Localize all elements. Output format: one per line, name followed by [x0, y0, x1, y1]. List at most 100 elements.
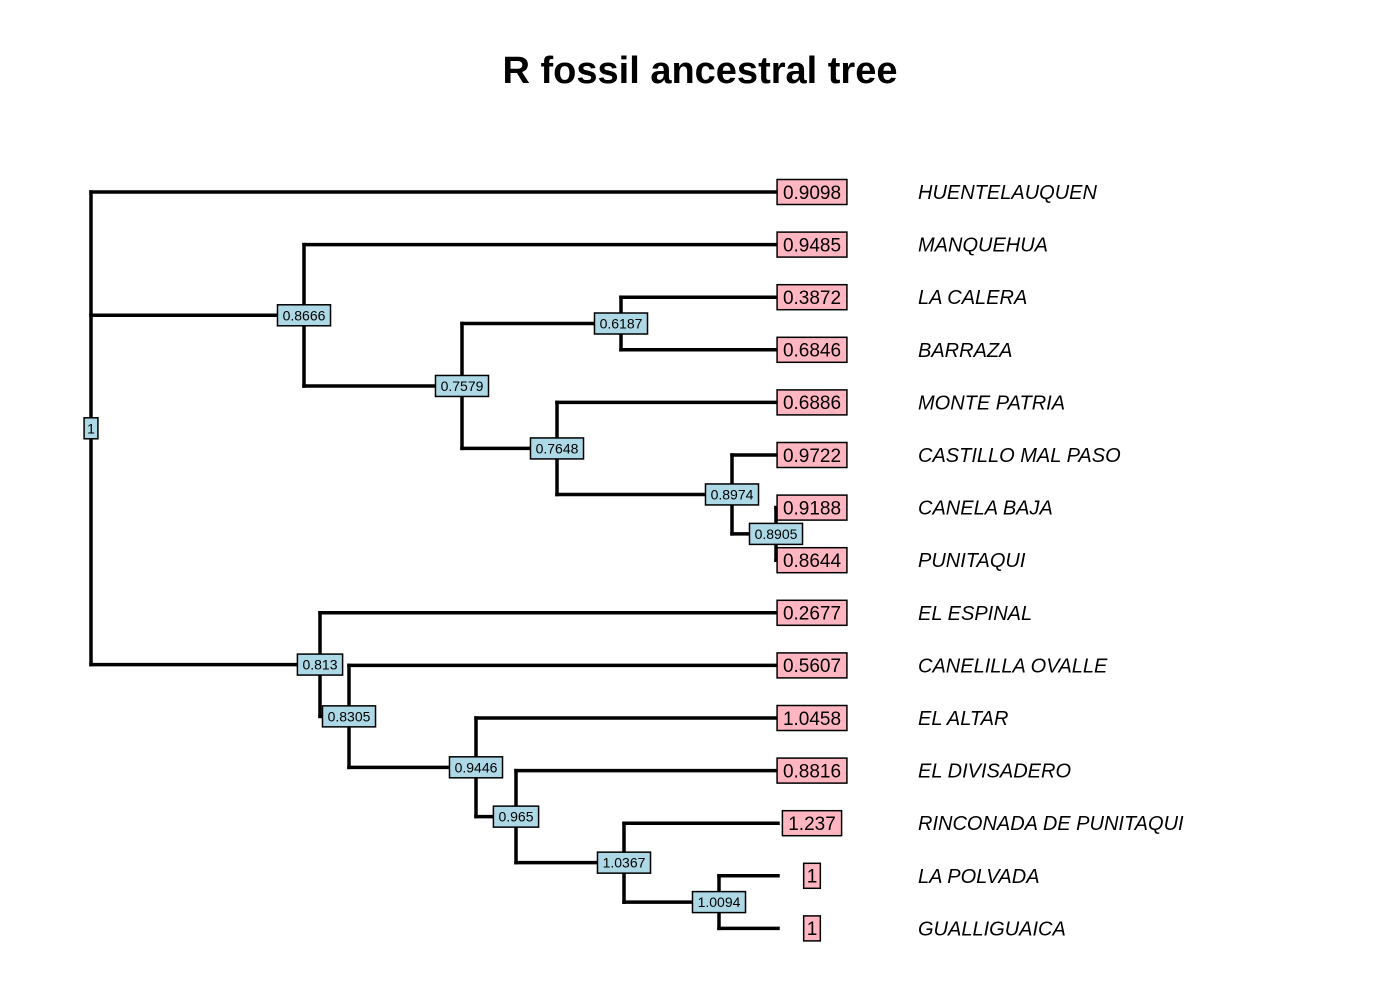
tip-value-label-text: 0.9188 — [783, 498, 841, 519]
tip-value-label-box — [776, 283, 848, 311]
tip-value-label-box — [776, 231, 848, 258]
tip-name: CANELA BAJA — [918, 498, 1053, 520]
node-label-text: 0.8974 — [711, 486, 754, 502]
node-label-text: 1.0094 — [698, 894, 741, 910]
tip-value-label: 0.9098 — [776, 178, 848, 206]
tip-value-label: 1 — [802, 915, 822, 942]
tip-value-label-box — [776, 599, 848, 627]
tip-value-label-box — [776, 178, 848, 206]
tip-name: GUALLIGUAICA — [918, 918, 1066, 940]
node-label-text: 1.0367 — [603, 855, 646, 871]
node-label-text: 0.8905 — [755, 526, 798, 542]
tip-value-label-text: 1.0458 — [783, 709, 841, 730]
tip-name: MONTE PATRIA — [918, 392, 1065, 414]
tip-value-label: 0.8816 — [776, 757, 848, 784]
node-label-box — [492, 805, 540, 828]
node-label: 0.6187 — [593, 312, 649, 335]
tip-name: EL ALTAR — [918, 708, 1008, 730]
tip-value-label-box — [802, 862, 822, 890]
tip-value-label: 1.0458 — [776, 704, 848, 732]
internal-node-labels: 1 0.8666 0.7579 0.6187 0.7648 0.8974 0.8905 0.8… — [83, 304, 804, 914]
tip-name: HUENTELAUQUEN — [918, 182, 1097, 204]
node-label: 0.813 — [296, 653, 344, 676]
tip-value-label-text: 0.9098 — [783, 183, 841, 204]
tip-value-label-text: 0.9485 — [783, 235, 841, 256]
node-label: 0.7579 — [434, 374, 490, 398]
node-label-text: 0.6187 — [600, 316, 643, 332]
tip-value-label: 0.9485 — [776, 231, 848, 258]
tip-value-label-box — [776, 704, 848, 732]
node-label-box — [596, 851, 652, 874]
tip-name: PUNITAQUI — [918, 550, 1026, 572]
tip-value-label-box — [781, 809, 843, 837]
tip-value-label-text: 0.5607 — [783, 656, 841, 677]
node-label-box — [434, 374, 490, 398]
tip-name: MANQUEHUA — [918, 235, 1048, 257]
node-label: 0.8305 — [321, 705, 377, 728]
node-label-text: 0.965 — [498, 809, 533, 825]
tip-value-label-box — [802, 915, 822, 942]
node-label-box — [704, 483, 760, 506]
node-label-box — [593, 312, 649, 335]
node-label-box — [296, 653, 344, 676]
tip-value-label: 0.8644 — [776, 546, 848, 574]
tip-name: LA POLVADA — [918, 866, 1040, 888]
node-label-box — [276, 304, 332, 327]
tip-value-label: 0.2677 — [776, 599, 848, 627]
tip-name: RINCONADA DE PUNITAQUI — [918, 813, 1184, 835]
tip-value-label-box — [776, 546, 848, 574]
node-label-text: 0.9446 — [455, 759, 498, 775]
tip-value-labels: 0.9098 0.9485 0.3872 0.6846 0.6886 0.9722 0.91… — [776, 178, 848, 942]
tip-value-label-text: 0.6846 — [783, 341, 841, 362]
node-label-box — [321, 705, 377, 728]
tip-value-label-box — [776, 389, 848, 416]
node-label: 1 — [83, 417, 99, 440]
tree-branches — [89, 190, 780, 931]
node-label-text: 0.7648 — [536, 440, 579, 456]
tip-value-label-text: 1.237 — [788, 814, 836, 835]
tip-value-label-box — [776, 757, 848, 784]
node-label-text: 0.7579 — [441, 378, 484, 394]
node-label-box — [691, 890, 747, 914]
tip-value-label: 0.9188 — [776, 494, 848, 521]
tip-names: HUENTELAUQUEN MANQUEHUA LA CALERA BARRAZA MO… — [918, 182, 1184, 940]
tip-value-label-box — [776, 494, 848, 521]
tip-name: CANELILLA OVALLE — [918, 655, 1108, 677]
node-label: 0.9446 — [448, 756, 504, 779]
node-label: 1.0367 — [596, 851, 652, 874]
tip-value-label: 0.6846 — [776, 336, 848, 364]
node-label: 1.0094 — [691, 890, 747, 914]
node-label-text: 1 — [87, 420, 95, 436]
tip-value-label-box — [776, 441, 848, 469]
tip-value-label-text: 0.2677 — [783, 604, 841, 625]
tip-name: CASTILLO MAL PASO — [918, 445, 1121, 467]
tip-value-label: 1.237 — [781, 809, 843, 837]
node-label: 0.8666 — [276, 304, 332, 327]
tip-value-label-box — [776, 336, 848, 364]
tip-value-label-text: 0.8644 — [783, 551, 842, 572]
tip-name: EL ESPINAL — [918, 603, 1032, 625]
tip-name: LA CALERA — [918, 287, 1027, 309]
tip-value-label-box — [776, 652, 848, 679]
tip-value-label-text: 1 — [807, 867, 818, 888]
tip-value-label: 0.9722 — [776, 441, 848, 469]
node-label-box — [748, 522, 804, 546]
node-label: 0.8974 — [704, 483, 760, 506]
tip-value-label-text: 0.6886 — [783, 393, 841, 414]
tip-value-label: 1 — [802, 862, 822, 890]
tip-name: EL DIVISADERO — [918, 761, 1071, 783]
tip-value-label-text: 0.9722 — [783, 446, 841, 467]
node-label-box — [83, 417, 99, 440]
node-label-box — [448, 756, 504, 779]
node-label: 0.7648 — [529, 437, 585, 460]
tip-value-label-text: 0.3872 — [783, 288, 841, 309]
node-label: 0.965 — [492, 805, 540, 828]
chart-title: R fossil ancestral tree — [503, 50, 898, 92]
node-label-box — [529, 437, 585, 460]
tip-value-label: 0.6886 — [776, 389, 848, 416]
tip-value-label: 0.3872 — [776, 283, 848, 311]
tip-name: BARRAZA — [918, 340, 1012, 362]
node-label-text: 0.813 — [302, 657, 337, 673]
